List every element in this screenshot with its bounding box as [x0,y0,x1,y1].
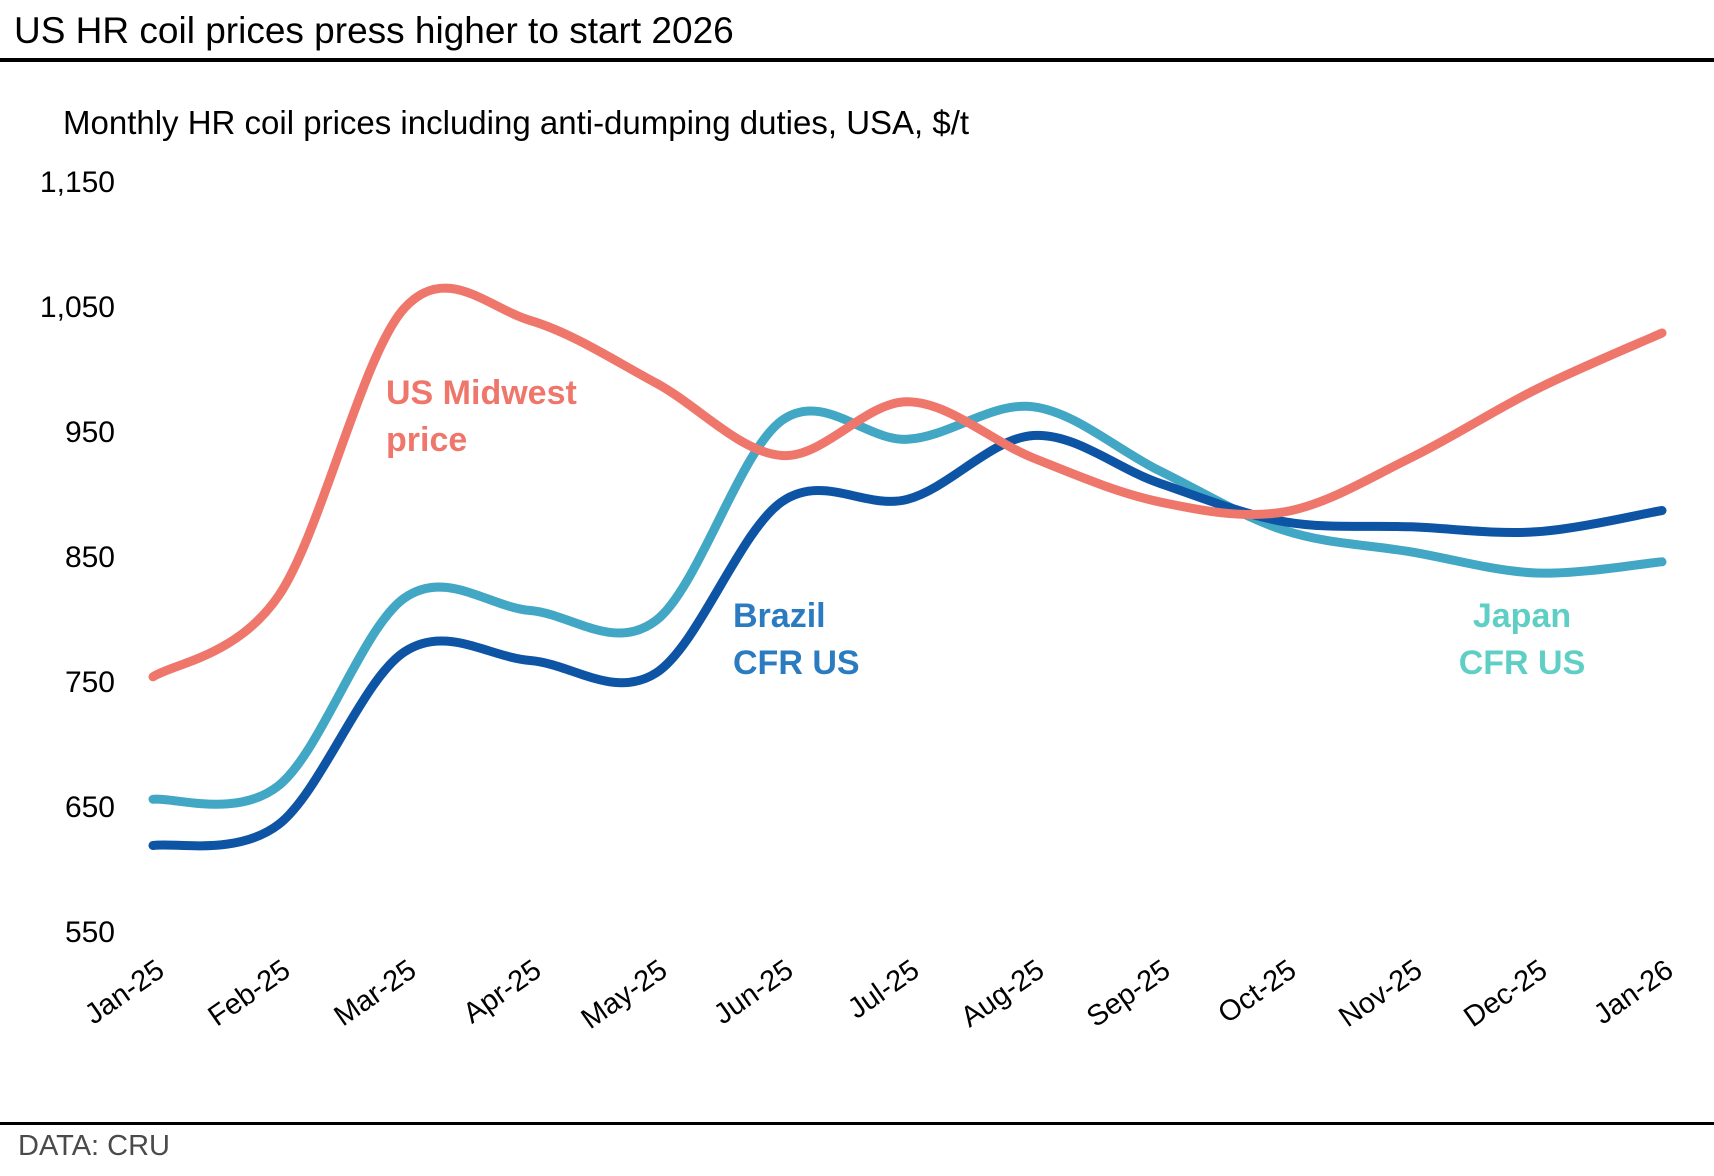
y-tick-label: 1,050 [39,291,115,324]
annotation-line: CFR US [733,644,860,682]
japan-line [148,401,1667,809]
y-tick-label: 950 [64,416,115,449]
title-divider [0,58,1714,62]
y-tick-label: 550 [64,916,115,949]
data-source: DATA: CRU [18,1130,170,1162]
annotation-line: US Midwest [386,374,577,412]
y-tick-label: 1,150 [39,166,115,199]
us_midwest-line [148,283,1667,682]
brazil-annotation: Brazil CFR US [733,593,860,687]
y-tick-label: 850 [64,541,115,574]
y-tick-label: 750 [64,666,115,699]
y-tick-label: 650 [64,791,115,824]
footer-divider [0,1122,1714,1125]
annotation-line: CFR US [1458,644,1586,682]
brazil-line [148,430,1667,851]
japan-annotation: Japan CFR US [1442,593,1602,687]
page-title: US HR coil prices press higher to start … [14,10,734,51]
us-midwest-annotation: US Midwest price [386,370,577,464]
chart-subtitle: Monthly HR coil prices including anti-du… [63,104,970,141]
annotation-line: Brazil [733,597,826,635]
annotation-line: Japan [1472,597,1572,635]
annotation-line: price [386,421,468,459]
